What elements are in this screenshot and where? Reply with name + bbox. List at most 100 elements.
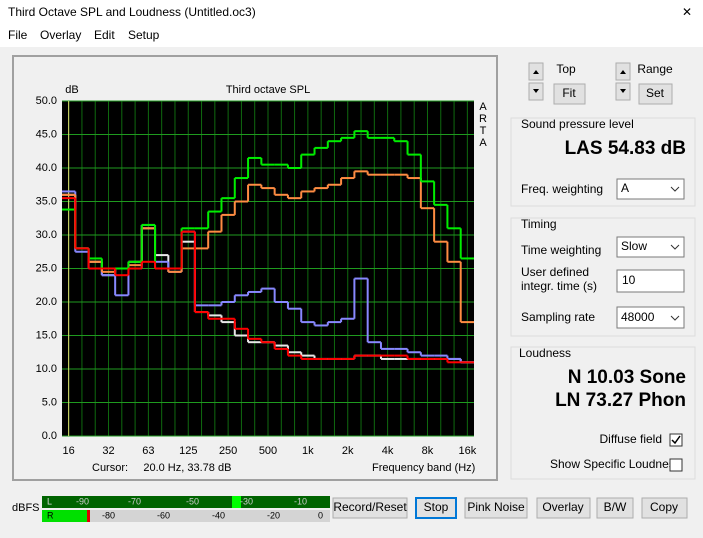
checkbox-label: Show Specific Loudness xyxy=(550,457,681,471)
y-tick-label: 10.0 xyxy=(36,363,57,375)
menu-bar xyxy=(0,25,703,47)
group-box xyxy=(510,117,696,207)
arrow-icon xyxy=(620,89,626,93)
overlay-button[interactable] xyxy=(536,497,591,519)
meter-tick: -90 xyxy=(76,496,89,506)
y-tick-label: 45.0 xyxy=(36,128,57,140)
x-tick-label: 8k xyxy=(422,445,434,457)
close-button[interactable]: ✕ xyxy=(682,5,692,19)
y-tick-label: 25.0 xyxy=(36,262,57,274)
field-label: Time weighting xyxy=(521,243,601,257)
select-value: A xyxy=(621,181,629,195)
button-label: Copy xyxy=(650,500,678,514)
x-tick-label: 16k xyxy=(458,445,476,457)
group-title-bg xyxy=(517,119,625,131)
group-title-bg xyxy=(515,348,567,360)
meter-right-level xyxy=(42,510,88,522)
integr-time-input[interactable] xyxy=(616,269,685,293)
y-tick-label: 5.0 xyxy=(42,396,57,408)
input-value: 10 xyxy=(622,273,636,287)
x-tick-label: 1k xyxy=(302,445,314,457)
control-label: Range xyxy=(637,62,673,76)
dropdown-icon xyxy=(670,244,680,250)
y-tick-label: 20.0 xyxy=(36,296,57,308)
title-bar xyxy=(0,0,703,25)
x-tick-label: 250 xyxy=(219,445,237,457)
meter-tick: -10 xyxy=(294,496,307,506)
y-tick-label: 15.0 xyxy=(36,329,57,341)
loudness-ln: LN 73.27 Phon xyxy=(555,390,686,411)
spl-reading: LAS 54.83 dB xyxy=(565,138,686,159)
meter-tick: -40 xyxy=(212,510,225,520)
dropdown-icon xyxy=(670,315,680,321)
y-tick-label: 35.0 xyxy=(36,195,57,207)
pink-noise-button[interactable] xyxy=(464,497,528,519)
button-label: Pink Noise xyxy=(467,500,525,514)
y-tick-label: 30.0 xyxy=(36,229,57,241)
button-label: Overlay xyxy=(542,500,583,514)
chart-title: Third octave SPL xyxy=(226,84,310,96)
meter-tick: -20 xyxy=(267,510,280,520)
copy-button[interactable] xyxy=(641,497,688,519)
button-label: Set xyxy=(646,86,665,100)
x-tick-label: 500 xyxy=(259,445,277,457)
x-tick-label: 4k xyxy=(382,445,394,457)
meter-channel: L xyxy=(47,496,52,506)
button-label: B/W xyxy=(604,500,627,514)
field-label: integr. time (s) xyxy=(521,279,597,293)
fit-button[interactable] xyxy=(553,83,586,105)
meter-left-level xyxy=(232,496,241,508)
cursor-readout: Cursor: 20.0 Hz, 33.78 dB xyxy=(92,462,231,474)
loudness-n: N 10.03 Sone xyxy=(568,367,686,388)
x-tick-label: 2k xyxy=(342,445,354,457)
side-label: R xyxy=(479,113,487,125)
x-tick-label: 63 xyxy=(142,445,154,457)
group-box xyxy=(510,346,696,480)
meter-tick: -80 xyxy=(102,510,115,520)
meter-left xyxy=(42,496,330,508)
meter-peak xyxy=(87,510,90,522)
dropdown-icon xyxy=(670,186,680,192)
select-value: Slow xyxy=(621,239,647,253)
arrow-icon xyxy=(533,89,539,93)
time-weighting-select[interactable] xyxy=(616,236,685,258)
bw-button[interactable] xyxy=(596,497,634,519)
diffuse-checkbox[interactable] xyxy=(669,433,683,447)
field-label: Sampling rate xyxy=(521,310,595,324)
x-tick-label: 16 xyxy=(63,445,75,457)
y-tick-label: 0.0 xyxy=(42,430,57,442)
menu-item[interactable]: Edit xyxy=(94,28,115,42)
meter-right xyxy=(42,510,330,522)
weighting-select[interactable] xyxy=(616,178,685,200)
button-label: Record/Reset xyxy=(333,500,407,514)
set-button[interactable] xyxy=(638,83,673,105)
stop-button[interactable] xyxy=(415,497,457,519)
select-value: 48000 xyxy=(621,310,655,324)
window-title: Third Octave SPL and Loudness (Untitled.… xyxy=(8,5,256,19)
sampling-select[interactable] xyxy=(616,306,685,329)
meter-unit: dBFS xyxy=(12,502,40,514)
group-title: Loudness xyxy=(519,346,571,360)
side-label: A xyxy=(479,137,487,149)
group-title-bg xyxy=(517,219,557,231)
meter-tick: -50 xyxy=(186,496,199,506)
arrow-icon xyxy=(620,70,626,74)
meter-tick: -60 xyxy=(157,510,170,520)
button-label: Stop xyxy=(424,500,449,514)
x-axis-label: Frequency band (Hz) xyxy=(372,462,475,474)
menu-item[interactable]: Overlay xyxy=(40,28,81,42)
group-box xyxy=(510,217,696,337)
group-title: Sound pressure level xyxy=(521,117,634,131)
arrow-icon xyxy=(533,70,539,74)
menu-item[interactable]: Setup xyxy=(128,28,160,42)
check-icon xyxy=(671,435,681,445)
menu-item[interactable]: File xyxy=(8,28,28,42)
group-title: Timing xyxy=(521,217,557,231)
meter-tick: -70 xyxy=(128,496,141,506)
side-label: T xyxy=(480,125,487,137)
specific-checkbox[interactable] xyxy=(669,458,683,472)
record-button[interactable] xyxy=(332,497,408,519)
button-label: Fit xyxy=(562,86,576,100)
meter-tick: -30 xyxy=(240,496,253,506)
